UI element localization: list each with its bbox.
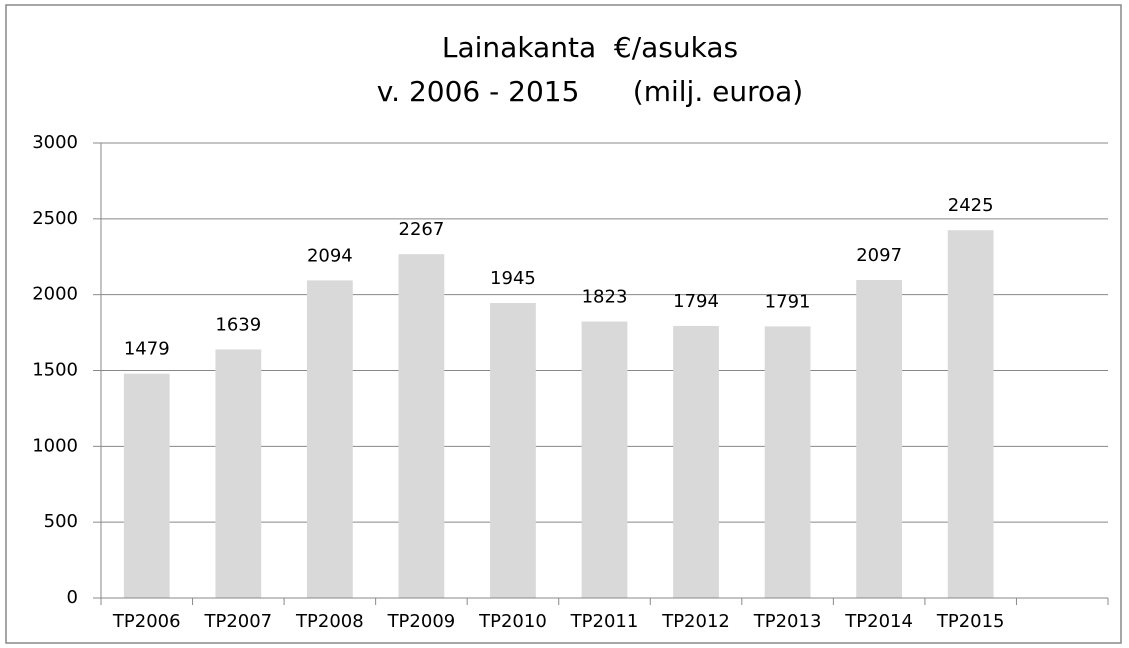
x-tick-label: TP2007 (203, 611, 272, 632)
data-label: 1823 (582, 287, 628, 308)
bar (123, 373, 170, 598)
data-label: 2425 (948, 195, 994, 216)
data-label: 1479 (124, 339, 170, 360)
bar (215, 349, 262, 598)
data-label: 1794 (673, 291, 719, 312)
y-tick-label: 2500 (32, 208, 78, 229)
data-label: 2094 (307, 245, 353, 266)
y-tick-label: 1500 (32, 360, 78, 381)
y-tick-label: 500 (44, 511, 78, 532)
bar (398, 254, 445, 598)
y-tick-label: 3000 (32, 132, 78, 153)
x-tick-label: TP2015 (936, 611, 1005, 632)
y-tick-label: 0 (67, 587, 78, 608)
x-tick-label: TP2014 (844, 611, 913, 632)
data-label: 2267 (399, 219, 445, 240)
bar (673, 325, 719, 598)
x-tick-label: TP2013 (753, 611, 822, 632)
data-label: 1791 (765, 291, 811, 312)
data-label: 1945 (490, 268, 536, 289)
bar (490, 303, 536, 598)
bar (764, 326, 811, 598)
data-label: 2097 (856, 245, 902, 266)
bar (947, 230, 994, 599)
x-tick-label: TP2012 (661, 611, 730, 632)
x-tick-label: TP2009 (387, 611, 456, 632)
data-label: 1639 (215, 314, 261, 335)
chart-subtitle: v. 2006 - 2015 (milj. euroa) (377, 75, 803, 108)
bar (581, 321, 628, 598)
x-tick-label: TP2011 (570, 611, 639, 632)
x-tick-label: TP2006 (112, 611, 181, 632)
chart-title: Lainakanta €/asukas (442, 31, 738, 64)
x-tick-label: TP2008 (295, 611, 364, 632)
bar (306, 280, 353, 598)
y-tick-label: 1000 (32, 435, 78, 456)
chart-frame (5, 4, 1122, 644)
x-tick-label: TP2010 (478, 611, 547, 632)
y-tick-label: 2000 (32, 284, 78, 305)
bar (856, 279, 903, 598)
